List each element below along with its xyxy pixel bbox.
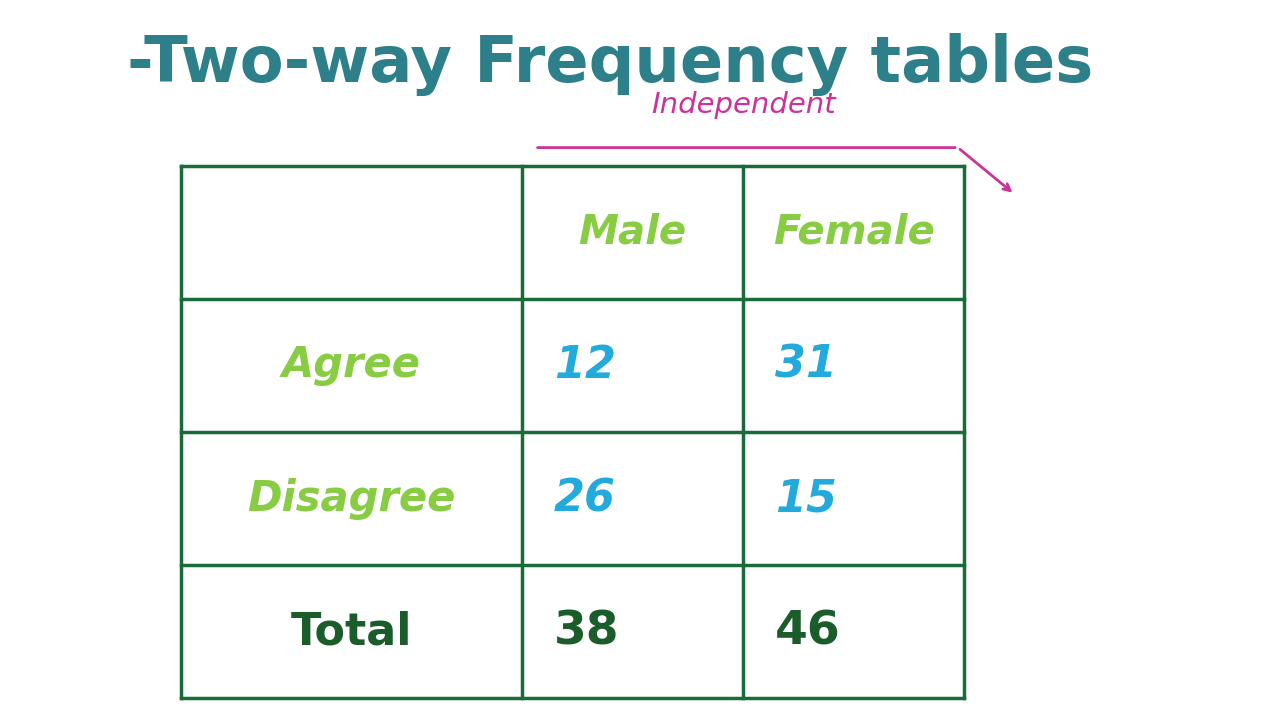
Text: -Two-way Frequency tables: -Two-way Frequency tables [128, 33, 1093, 96]
Text: Agree: Agree [282, 344, 421, 387]
Text: Disagree: Disagree [247, 477, 456, 520]
Text: 46: 46 [774, 609, 841, 654]
Text: Female: Female [773, 212, 934, 252]
Text: 15: 15 [774, 477, 837, 520]
Text: Independent: Independent [650, 91, 836, 119]
Text: Total: Total [291, 611, 412, 653]
Text: 26: 26 [554, 477, 616, 520]
Text: Male: Male [579, 212, 686, 252]
Text: 31: 31 [774, 344, 837, 387]
Text: 12: 12 [554, 344, 616, 387]
Text: 38: 38 [554, 609, 620, 654]
